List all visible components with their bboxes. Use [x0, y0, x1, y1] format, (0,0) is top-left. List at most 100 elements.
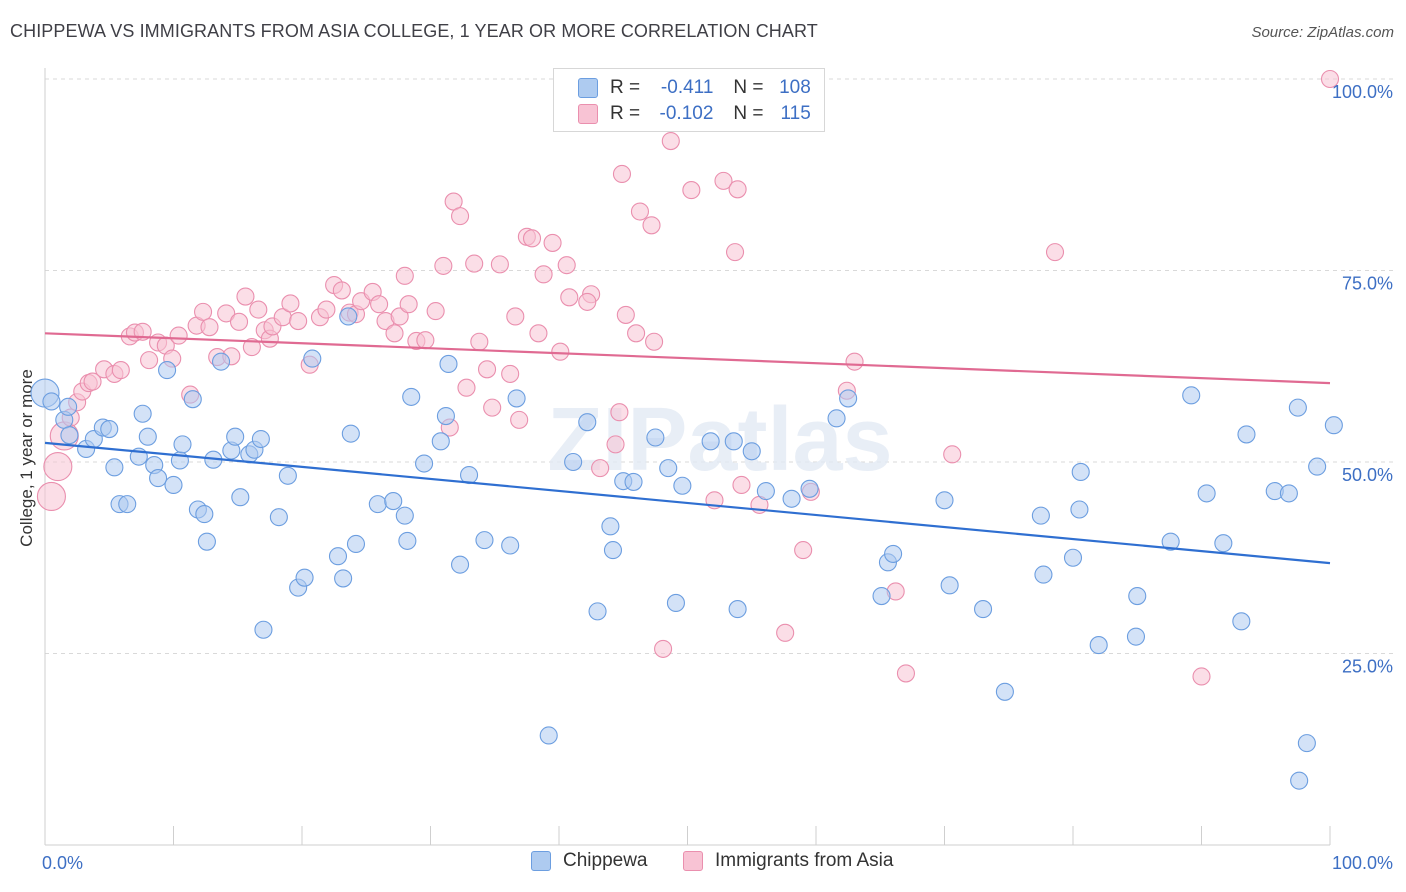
- chippewa-point: [42, 392, 61, 411]
- chippewa-point: [149, 469, 168, 488]
- asia-point: [732, 475, 751, 495]
- asia-point: [510, 410, 529, 429]
- chippewa-point: [60, 426, 79, 445]
- asia-point: [612, 164, 632, 184]
- chippewa-point: [1237, 425, 1256, 444]
- chippewa-point: [341, 424, 360, 443]
- asia-point: [457, 378, 476, 397]
- n-label: N =: [733, 77, 764, 98]
- asia-legend-swatch: [683, 851, 703, 871]
- asia-point: [416, 331, 435, 350]
- chippewa-point: [646, 428, 665, 447]
- chippewa-point: [339, 307, 358, 326]
- chippewa-point: [1034, 565, 1053, 584]
- asia-point: [385, 324, 404, 343]
- chippewa-point: [827, 409, 846, 428]
- asia-point: [477, 360, 497, 379]
- chippewa-point: [800, 479, 819, 498]
- chippewa-point: [1288, 398, 1307, 417]
- chippewa-point: [624, 472, 643, 491]
- chippewa-point: [588, 602, 607, 621]
- series-legend: Chippewa Immigrants from Asia: [0, 850, 1406, 880]
- chippewa-point: [328, 547, 348, 566]
- trend-lines: [44, 332, 1331, 565]
- asia-point: [242, 338, 261, 357]
- chippewa-point: [742, 442, 761, 461]
- asia-point: [642, 216, 661, 235]
- chippewa-point: [564, 452, 583, 472]
- stats-row-asia: R = -0.102 N = 115: [578, 102, 811, 126]
- asia-point: [728, 180, 747, 199]
- chart-title: CHIPPEWA VS IMMIGRANTS FROM ASIA COLLEGE…: [10, 21, 818, 41]
- chippewa-point: [935, 491, 954, 510]
- chippewa-point: [431, 432, 450, 451]
- asia-swatch: [578, 104, 598, 124]
- asia-point: [560, 288, 579, 307]
- asia-point: [470, 332, 489, 351]
- asia-point: [399, 295, 418, 314]
- asia-point: [194, 302, 213, 321]
- source-credit: Source: ZipAtlas.com: [1251, 24, 1394, 41]
- tick-labels: 25.0% 50.0% 75.0% 100.0% 0.0% 100.0%: [42, 82, 1393, 873]
- asia-point: [426, 302, 445, 321]
- asia-point: [543, 233, 562, 252]
- r-label: R =: [610, 103, 641, 124]
- chippewa-point: [1290, 771, 1309, 790]
- asia-point: [281, 294, 300, 313]
- chippewa-point: [603, 541, 623, 560]
- chippewa-point: [173, 435, 192, 454]
- chippewa-point: [995, 682, 1014, 701]
- chippewa-point: [254, 620, 273, 639]
- chippewa-point: [507, 389, 526, 408]
- chippewa-point: [1126, 627, 1146, 646]
- legend-label-asia: Immigrants from Asia: [715, 850, 894, 871]
- n-value: 108: [779, 77, 811, 98]
- asia-point: [169, 326, 188, 345]
- asia-point: [1192, 667, 1211, 686]
- chippewa-point: [278, 466, 297, 485]
- legend-label-chippewa: Chippewa: [563, 850, 648, 871]
- asia-point: [616, 305, 635, 324]
- stats-row-chippewa: R = -0.411 N = 108: [578, 76, 811, 100]
- r-label: R =: [610, 77, 641, 98]
- asia-point: [451, 207, 470, 226]
- chippewa-point: [659, 459, 678, 478]
- asia-point: [200, 318, 219, 337]
- asia-point: [289, 312, 308, 331]
- chippewa-swatch: [578, 78, 598, 98]
- legend-item-asia[interactable]: Immigrants from Asia: [683, 850, 893, 872]
- y-tick-label: 100.0%: [1332, 82, 1393, 102]
- chippewa-point: [398, 531, 417, 550]
- chippewa-point: [402, 387, 421, 406]
- legend-item-chippewa[interactable]: Chippewa: [531, 850, 648, 872]
- chippewa-point: [578, 413, 597, 432]
- asia-point: [896, 664, 916, 683]
- asia-point: [1320, 69, 1340, 89]
- chippewa-point: [1308, 457, 1327, 476]
- chippewa-point: [334, 569, 353, 588]
- asia-point: [111, 361, 130, 380]
- chippewa-point: [673, 476, 692, 495]
- y-tick-label: 25.0%: [1342, 657, 1393, 677]
- chippewa-point: [1214, 534, 1233, 553]
- chippewa-point: [158, 361, 177, 380]
- chippewa-point: [940, 576, 959, 595]
- chippewa-point: [884, 544, 903, 563]
- chippewa-point: [436, 406, 455, 426]
- chippewa-point: [183, 390, 202, 409]
- axes: [44, 68, 1331, 846]
- asia-point: [645, 332, 664, 351]
- chippewa-point: [231, 488, 250, 507]
- asia-point: [83, 372, 102, 391]
- asia-point: [395, 266, 414, 285]
- asia-point: [249, 300, 268, 319]
- asia-point: [534, 265, 553, 284]
- asia-point: [236, 287, 255, 306]
- asia-point: [714, 171, 733, 190]
- asia-point: [43, 452, 73, 482]
- chippewa-point: [501, 536, 520, 555]
- asia-point: [332, 281, 351, 300]
- chippewa-point: [439, 354, 458, 374]
- chippewa-point: [1070, 500, 1089, 519]
